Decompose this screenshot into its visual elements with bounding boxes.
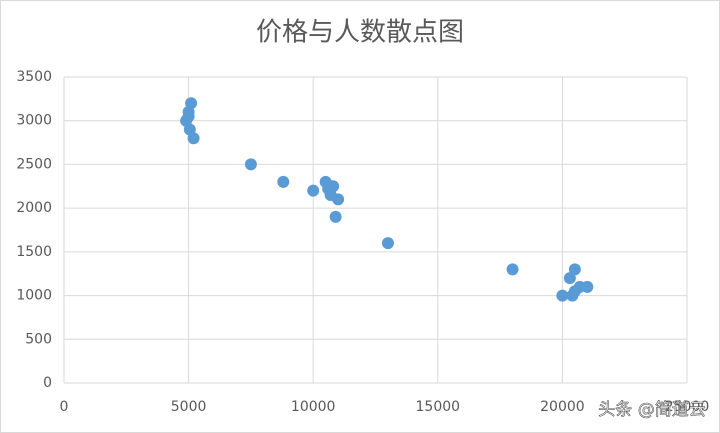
y-tick-label: 0 bbox=[43, 375, 52, 391]
y-tick-label: 2500 bbox=[16, 156, 52, 172]
point bbox=[244, 158, 257, 171]
point bbox=[556, 289, 569, 302]
point bbox=[185, 97, 198, 110]
y-tick-label: 1000 bbox=[16, 288, 52, 304]
y-tick-label: 1500 bbox=[16, 244, 52, 260]
point bbox=[332, 193, 345, 206]
y-tick-label: 3000 bbox=[16, 113, 52, 129]
x-tick-label: 20000 bbox=[540, 399, 585, 415]
point bbox=[277, 175, 290, 188]
watermark: 头条 @简道云 bbox=[598, 400, 705, 420]
point bbox=[187, 132, 200, 145]
point bbox=[568, 263, 581, 276]
x-tick-label: 25000 bbox=[665, 399, 710, 415]
point bbox=[307, 184, 320, 197]
point bbox=[563, 272, 576, 285]
point bbox=[182, 110, 195, 123]
y-tick-label: 500 bbox=[25, 331, 52, 347]
x-tick-label: 5000 bbox=[171, 399, 207, 415]
point bbox=[329, 210, 342, 223]
y-tick-label: 2000 bbox=[16, 200, 52, 216]
point bbox=[581, 280, 594, 293]
x-tick-label: 10000 bbox=[291, 399, 336, 415]
point bbox=[381, 237, 394, 250]
chart-title: 价格与人数散点图 bbox=[256, 18, 464, 48]
x-tick-label: 15000 bbox=[416, 399, 461, 415]
y-tick-label: 3500 bbox=[16, 69, 52, 85]
point bbox=[506, 263, 519, 276]
x-tick-label: 0 bbox=[60, 399, 69, 415]
